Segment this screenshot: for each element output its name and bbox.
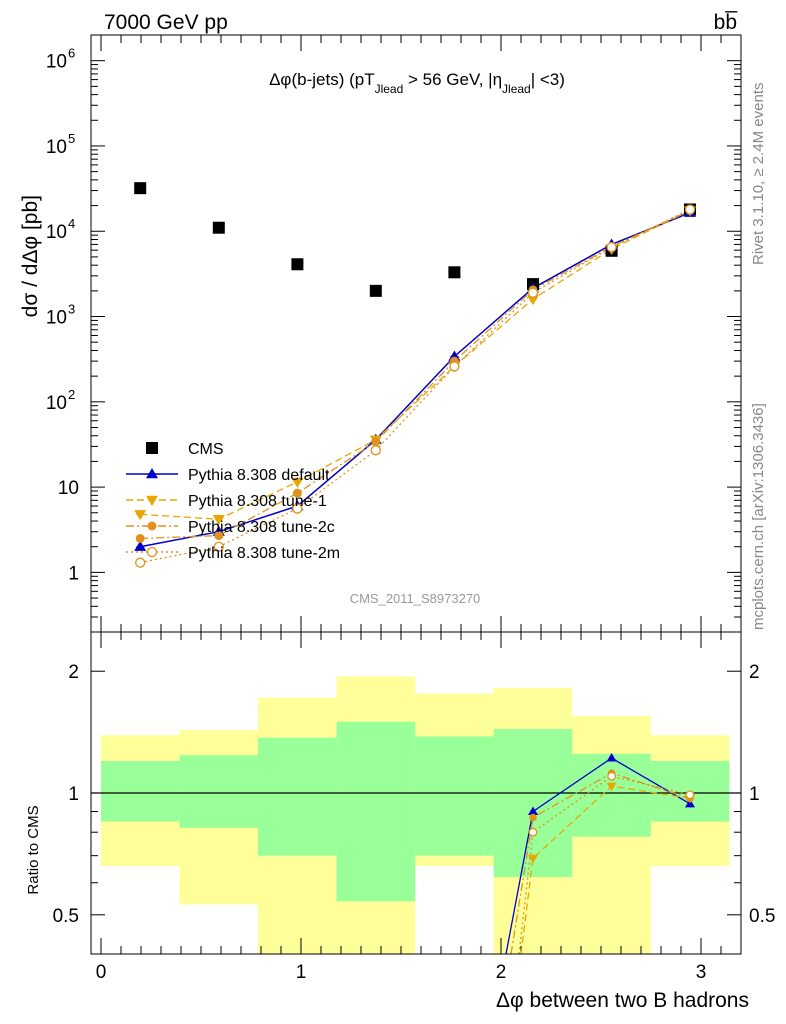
data-point-0 — [212, 221, 225, 234]
main-y-axis-label: dσ / dΔφ [pb] — [19, 195, 42, 317]
legend-marker-1 — [146, 468, 158, 479]
main-y-tick-label: 10 — [58, 478, 79, 499]
ratio-line-3 — [518, 775, 691, 955]
ratio-point-3 — [685, 790, 695, 800]
main-y-tick-exponent: 2 — [68, 387, 75, 402]
ratio-line-0 — [505, 757, 691, 955]
mcplots-label: mcplots.cern.ch [arXiv:1306.3436] — [750, 403, 767, 630]
main-y-tick-label: 1 — [68, 563, 79, 584]
data-point-4 — [527, 287, 539, 298]
data-point-4 — [606, 242, 617, 253]
ratio-frame — [90, 631, 742, 955]
main-title: Δφ(b-jets) (pTJlead > 56 GeV, |ηJlead| <… — [269, 70, 565, 96]
ratio-series-layer — [505, 753, 695, 955]
data-point-3 — [371, 437, 381, 447]
ratio-band-inner — [336, 721, 416, 902]
data-point-1 — [134, 540, 147, 551]
legend-label-0: CMS — [188, 441, 224, 458]
legend-marker-0 — [146, 442, 158, 454]
ratio-y-tick-label: 0.5 — [53, 906, 79, 927]
series-line-3 — [140, 209, 691, 540]
ratio-point-0 — [528, 806, 538, 816]
legend: CMS Pythia 8.308 default Pythia 8.308 tune… — [126, 441, 340, 562]
main-y-tick-exponent: 5 — [68, 131, 75, 146]
rivet-label: Rivet 3.1.10, ≥ 2.4M events — [750, 83, 767, 266]
ratio-point-1 — [528, 854, 538, 864]
data-point-3 — [214, 531, 224, 541]
ratio-band-inner — [179, 755, 258, 828]
data-point-4 — [135, 557, 146, 568]
series-line-2 — [140, 209, 691, 520]
ratio-band-inner — [258, 737, 337, 856]
data-point-2 — [134, 510, 147, 521]
ratio-axes: 0.5 0.5 1 1 2 2 0 1 2 3 — [53, 632, 775, 983]
x-axis-label: Δφ between two B hadrons — [496, 989, 749, 1012]
ratio-y-tick-label-right: 2 — [749, 662, 760, 683]
process-label: bb̅ — [714, 11, 739, 34]
ratio-band-inner — [415, 736, 494, 856]
ratio-line-1 — [520, 785, 691, 955]
ratio-y-tick-label: 1 — [68, 784, 79, 805]
main-series-layer — [134, 182, 696, 568]
data-point-0 — [448, 266, 461, 279]
ratio-band-inner — [493, 728, 573, 877]
data-point-0 — [291, 258, 304, 271]
main-y-tick-label: 10 — [46, 222, 67, 243]
ratio-point-3 — [607, 771, 616, 781]
legend-label-3: Pythia 8.308 tune-2c — [188, 519, 335, 536]
series-line-1 — [140, 212, 691, 548]
legend-marker-2 — [146, 495, 158, 506]
ratio-point-0 — [606, 753, 617, 762]
legend-marker-4 — [146, 546, 158, 558]
ratio-y-tick-label-right: 0.5 — [749, 906, 775, 927]
data-point-4 — [449, 361, 460, 372]
data-point-4 — [213, 541, 224, 552]
ratio-line-2 — [510, 772, 691, 955]
ratio-point-1 — [606, 782, 617, 792]
data-point-4 — [684, 204, 696, 215]
data-point-4 — [370, 445, 381, 456]
main-y-tick-label: 10 — [46, 308, 67, 329]
energy-label: 7000 GeV pp — [104, 11, 228, 34]
analysis-watermark: CMS_2011_S8973270 — [350, 591, 481, 606]
x-tick-label: 3 — [696, 962, 707, 983]
main-y-tick-exponent: 6 — [68, 46, 75, 61]
ratio-point-2 — [529, 813, 537, 822]
data-point-0 — [134, 182, 147, 195]
ratio-y-tick-label: 2 — [68, 662, 79, 683]
legend-label-2: Pythia 8.308 tune-1 — [188, 493, 327, 510]
main-y-tick-exponent: 3 — [68, 302, 75, 317]
x-tick-label: 2 — [496, 962, 507, 983]
legend-label-1: Pythia 8.308 default — [188, 467, 330, 484]
data-point-4 — [292, 503, 303, 514]
data-point-3 — [292, 488, 302, 498]
main-y-tick-label: 10 — [46, 52, 67, 73]
data-point-2 — [291, 477, 304, 488]
ratio-y-axis-label: Ratio to CMS — [25, 805, 42, 894]
ratio-y-tick-label-right: 1 — [749, 784, 760, 805]
main-y-tick-label: 10 — [46, 393, 67, 414]
data-point-2 — [527, 294, 539, 306]
x-tick-label: 0 — [96, 962, 107, 983]
main-y-tick-label: 10 — [46, 137, 67, 158]
main-frame — [90, 34, 742, 633]
ratio-bands — [101, 676, 730, 954]
main-y-tick-exponent: 4 — [68, 216, 75, 231]
data-point-0 — [369, 284, 382, 297]
ratio-band-inner — [101, 760, 180, 822]
legend-label-4: Pythia 8.308 tune-2m — [188, 545, 340, 562]
ratio-point-3 — [528, 827, 538, 837]
data-point-2 — [212, 515, 225, 526]
x-tick-label: 1 — [296, 962, 307, 983]
data-point-3 — [135, 533, 145, 543]
legend-marker-3 — [147, 521, 157, 531]
